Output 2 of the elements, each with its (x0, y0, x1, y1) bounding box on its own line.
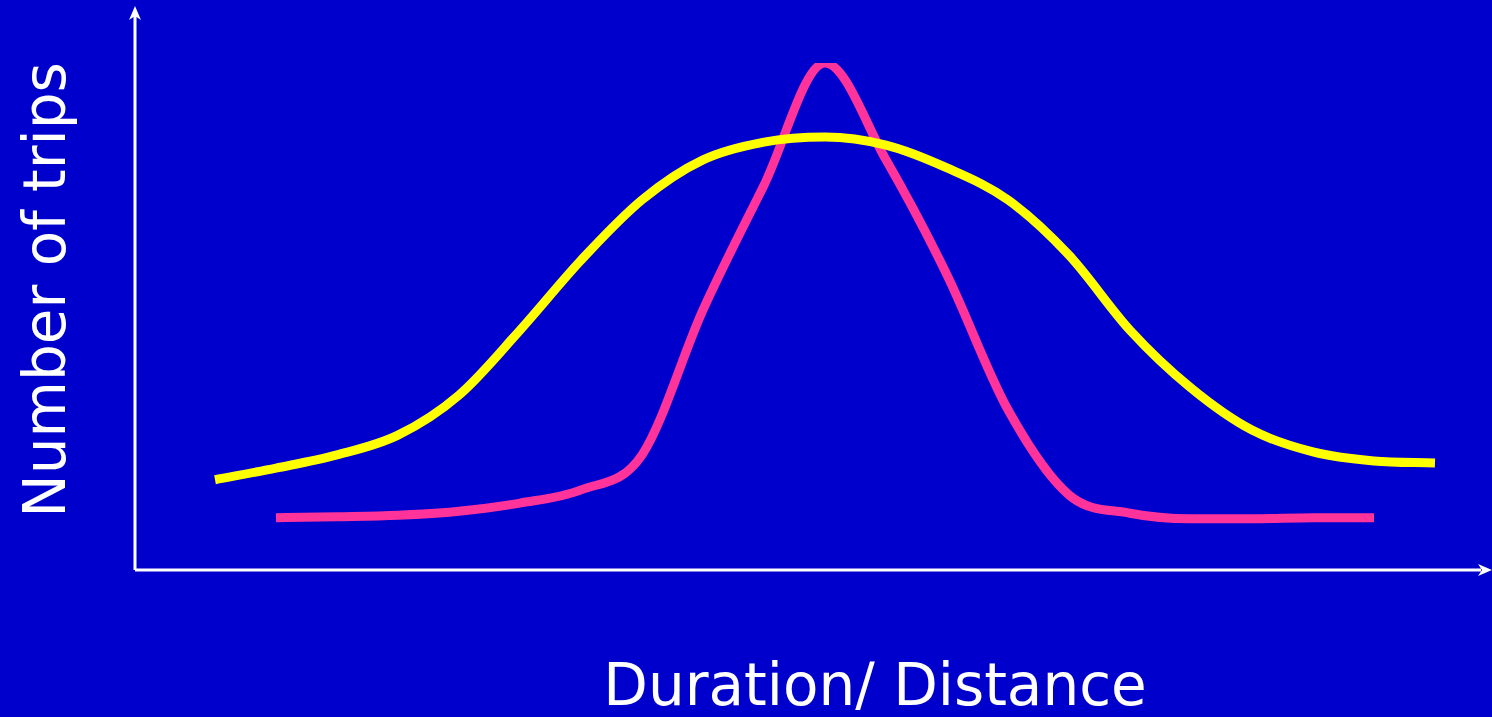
x-axis-title: Duration/ Distance (603, 650, 1147, 717)
y-axis-title: Number of trips (10, 62, 80, 518)
